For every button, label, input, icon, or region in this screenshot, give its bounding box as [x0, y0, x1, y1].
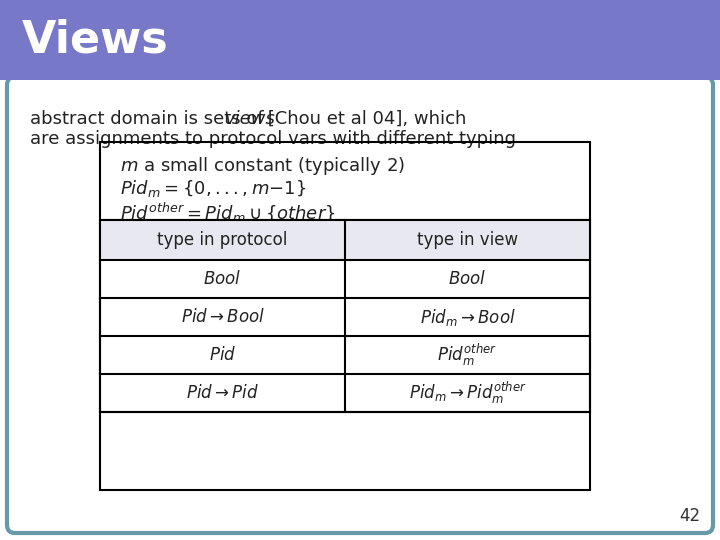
- Text: $m$ a small constant (typically 2): $m$ a small constant (typically 2): [120, 155, 405, 177]
- Text: $\mathit{Pid}^{other} = \mathit{Pid}_m \cup \{other\}$: $\mathit{Pid}^{other} = \mathit{Pid}_m \…: [120, 201, 336, 225]
- Text: views: views: [225, 110, 276, 128]
- Text: $\mathit{Pid}_m \rightarrow \mathit{Bool}$: $\mathit{Pid}_m \rightarrow \mathit{Bool…: [420, 307, 516, 327]
- Text: type in view: type in view: [417, 231, 518, 249]
- Text: $\mathit{Pid} \rightarrow \mathit{Bool}$: $\mathit{Pid} \rightarrow \mathit{Bool}$: [181, 308, 264, 326]
- Text: $\mathit{Pid}_m \rightarrow \mathit{Pid}_m^{other}$: $\mathit{Pid}_m \rightarrow \mathit{Pid}…: [409, 380, 526, 406]
- Text: Views: Views: [22, 18, 168, 62]
- FancyBboxPatch shape: [0, 0, 720, 80]
- Text: type in protocol: type in protocol: [157, 231, 288, 249]
- Bar: [100, 142, 590, 412]
- Text: $\mathit{Pid} \rightarrow \mathit{Pid}$: $\mathit{Pid} \rightarrow \mathit{Pid}$: [186, 384, 259, 402]
- Text: abstract domain is sets of: abstract domain is sets of: [30, 110, 269, 128]
- Bar: [100, 220, 590, 490]
- Text: $\mathit{Pid}_m = \{0,...,m\mathrm{-}1\}$: $\mathit{Pid}_m = \{0,...,m\mathrm{-}1\}…: [120, 178, 307, 199]
- Text: are assignments to protocol vars with different typing: are assignments to protocol vars with di…: [30, 130, 516, 148]
- Text: $\mathit{Pid}_m^{other}$: $\mathit{Pid}_m^{other}$: [438, 342, 498, 368]
- Text: [Chou et al 04], which: [Chou et al 04], which: [262, 110, 467, 128]
- Text: $\mathit{Bool}$: $\mathit{Bool}$: [449, 270, 487, 288]
- Bar: [100, 220, 590, 260]
- Text: $\mathit{Bool}$: $\mathit{Bool}$: [203, 270, 242, 288]
- FancyBboxPatch shape: [7, 77, 713, 533]
- Text: $\mathit{Pid}$: $\mathit{Pid}$: [209, 346, 236, 364]
- Text: 42: 42: [679, 507, 700, 525]
